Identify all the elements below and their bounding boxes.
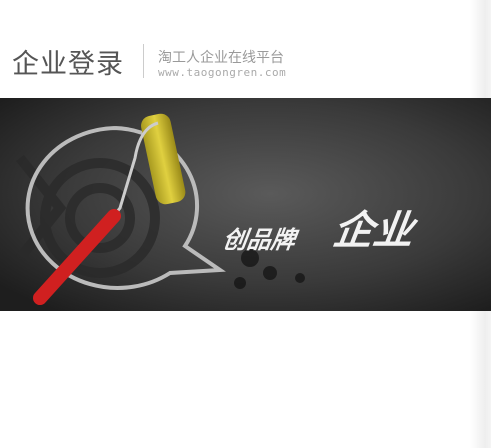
slogan-large: 企业: [330, 208, 420, 254]
speech-bubble: [25, 126, 226, 290]
paint-roller: [33, 113, 186, 305]
divider: [143, 44, 144, 78]
subtitle: 淘工人企业在线平台: [158, 50, 284, 66]
banner: 创品牌 企业: [0, 98, 491, 311]
slogan-small: 创品牌: [221, 226, 301, 254]
site-url: www.taogongren.com: [158, 66, 287, 79]
page-title: 企业登录: [12, 49, 124, 80]
